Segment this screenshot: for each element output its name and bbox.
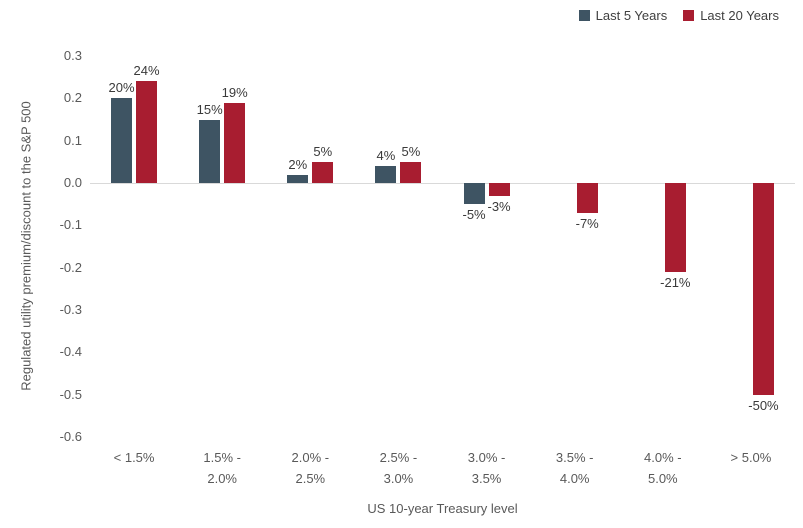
bar-last-20-years-1 xyxy=(224,102,246,183)
bar-last-5-years-2 xyxy=(287,174,309,183)
data-label-last-5-years-2: 2% xyxy=(288,156,308,172)
bar-last-5-years-4 xyxy=(463,183,485,205)
y-tick-label: 0.0 xyxy=(63,175,82,190)
data-label-last-20-years-4: -3% xyxy=(487,198,511,214)
bar-last-5-years-3 xyxy=(375,166,397,183)
data-label-last-5-years-0: 20% xyxy=(108,80,135,96)
legend-marker-last-20-years xyxy=(683,10,695,21)
data-label-last-5-years-4: -5% xyxy=(462,207,486,223)
data-label-last-20-years-0: 24% xyxy=(133,63,160,79)
legend-marker-last-5-years xyxy=(578,10,590,21)
x-category-label: 1.5% -2.0% xyxy=(203,450,241,486)
y-tick-label: -0.4 xyxy=(59,344,82,360)
legend-label-last-20-years: Last 20 Years xyxy=(700,8,779,23)
y-tick-label: -0.1 xyxy=(59,217,82,233)
data-label-last-20-years-1: 19% xyxy=(221,84,248,100)
plot-area: < 1.5% 20% 24% 1.5% -2.0% 15% 19% 2.0% -2.5% 2%… xyxy=(90,56,795,486)
data-label-last-20-years-6: -21% xyxy=(660,274,691,290)
bar-last-20-years-7 xyxy=(752,183,774,395)
x-axis-title: US 10-year Treasury level xyxy=(367,501,518,516)
bar-last-20-years-4 xyxy=(488,183,510,196)
x-category-label: 3.5% -4.0% xyxy=(555,450,594,486)
legend-item-last-20-years: Last 20 Years xyxy=(683,8,779,23)
data-label-last-5-years-1: 15% xyxy=(196,101,223,117)
y-axis-title: Regulated utility premium/discount to th… xyxy=(18,101,34,391)
zero-axis-line xyxy=(90,183,795,184)
legend-item-last-5-years: Last 5 Years xyxy=(578,8,668,23)
bar-last-5-years-1 xyxy=(199,119,221,183)
y-tick-label: -0.2 xyxy=(59,259,82,275)
y-tick-label: 0.3 xyxy=(63,48,82,63)
legend-label-last-5-years: Last 5 Years xyxy=(595,8,668,23)
x-category-label: 3.0% -3.5% xyxy=(467,450,506,486)
data-label-last-20-years-5: -7% xyxy=(575,215,599,231)
bar-last-20-years-2 xyxy=(312,161,334,183)
x-category-label: 4.0% -5.0% xyxy=(644,450,682,486)
bar-last-20-years-3 xyxy=(400,161,422,183)
y-axis-tick-labels: 0.3 0.2 0.1 0.0 -0.1 -0.2 -0.3 -0.4 -0.5 -0.6 xyxy=(38,48,82,444)
data-label-last-20-years-7: -50% xyxy=(748,397,779,413)
x-category-label: 2.5% -3.0% xyxy=(379,450,418,486)
y-tick-label: -0.5 xyxy=(59,386,82,402)
data-label-last-20-years-3: 5% xyxy=(401,143,421,159)
data-label-last-5-years-3: 4% xyxy=(376,148,396,164)
bar-last-20-years-5 xyxy=(576,183,598,213)
x-category-label: > 5.0% xyxy=(730,450,772,465)
bar-last-5-years-0 xyxy=(111,98,133,183)
y-tick-label: -0.6 xyxy=(59,429,82,444)
bar-last-20-years-0 xyxy=(136,81,158,183)
legend: Last 5 Years Last 20 Years xyxy=(578,8,779,23)
y-tick-label: 0.1 xyxy=(63,132,82,148)
data-label-last-20-years-2: 5% xyxy=(313,143,333,159)
y-tick-label: 0.2 xyxy=(63,90,82,106)
x-category-label: < 1.5% xyxy=(113,450,155,465)
y-tick-label: -0.3 xyxy=(59,302,82,317)
x-category-label: 2.0% -2.5% xyxy=(291,450,330,486)
bar-last-20-years-6 xyxy=(664,183,686,272)
